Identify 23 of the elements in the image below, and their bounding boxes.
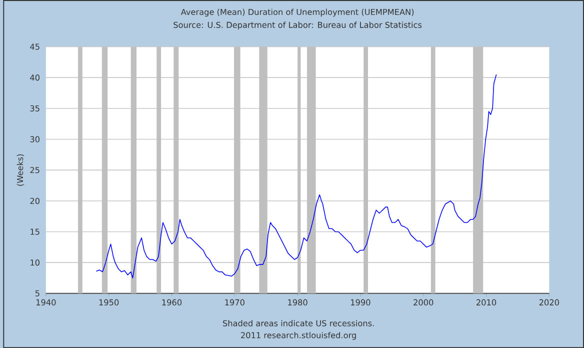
y-tick-label: 15 [30, 228, 40, 235]
x-tick-label: 1940 [36, 299, 56, 306]
y-axis-title: (Weeks) [16, 154, 24, 186]
y-tick-label: 40 [30, 74, 40, 81]
x-tick-label: 2000 [414, 299, 434, 306]
y-tick-label: 20 [30, 198, 40, 204]
x-tick-label: 1950 [99, 299, 119, 306]
x-tick-label: 1970 [225, 299, 244, 306]
x-tick-label: 1960 [162, 299, 182, 306]
x-tick-label: 1990 [351, 299, 370, 306]
x-tick-label: 1980 [288, 299, 308, 306]
text: 2011 research.stlouisfed.org [241, 332, 356, 340]
x-tick-label: 2010 [476, 299, 496, 306]
chart-subtitle: Source: U.S. Department of Labor: Bureau of Labor Statistics [174, 22, 422, 30]
y-tick-label: 25 [30, 166, 40, 174]
text: Shaded areas indicate US recessions. [223, 320, 374, 326]
chart-title: Average (Mean) Duration of Unemployment (UEMPMEAN) [180, 8, 414, 17]
y-tick-label: 45 [30, 44, 40, 50]
y-tick-label: 35 [30, 105, 40, 112]
y-tick-label: 30 [30, 136, 40, 142]
y-tick-label: 5 [35, 290, 40, 296]
y-tick-label: 10 [30, 259, 40, 266]
x-tick-label: 2020 [539, 299, 559, 306]
